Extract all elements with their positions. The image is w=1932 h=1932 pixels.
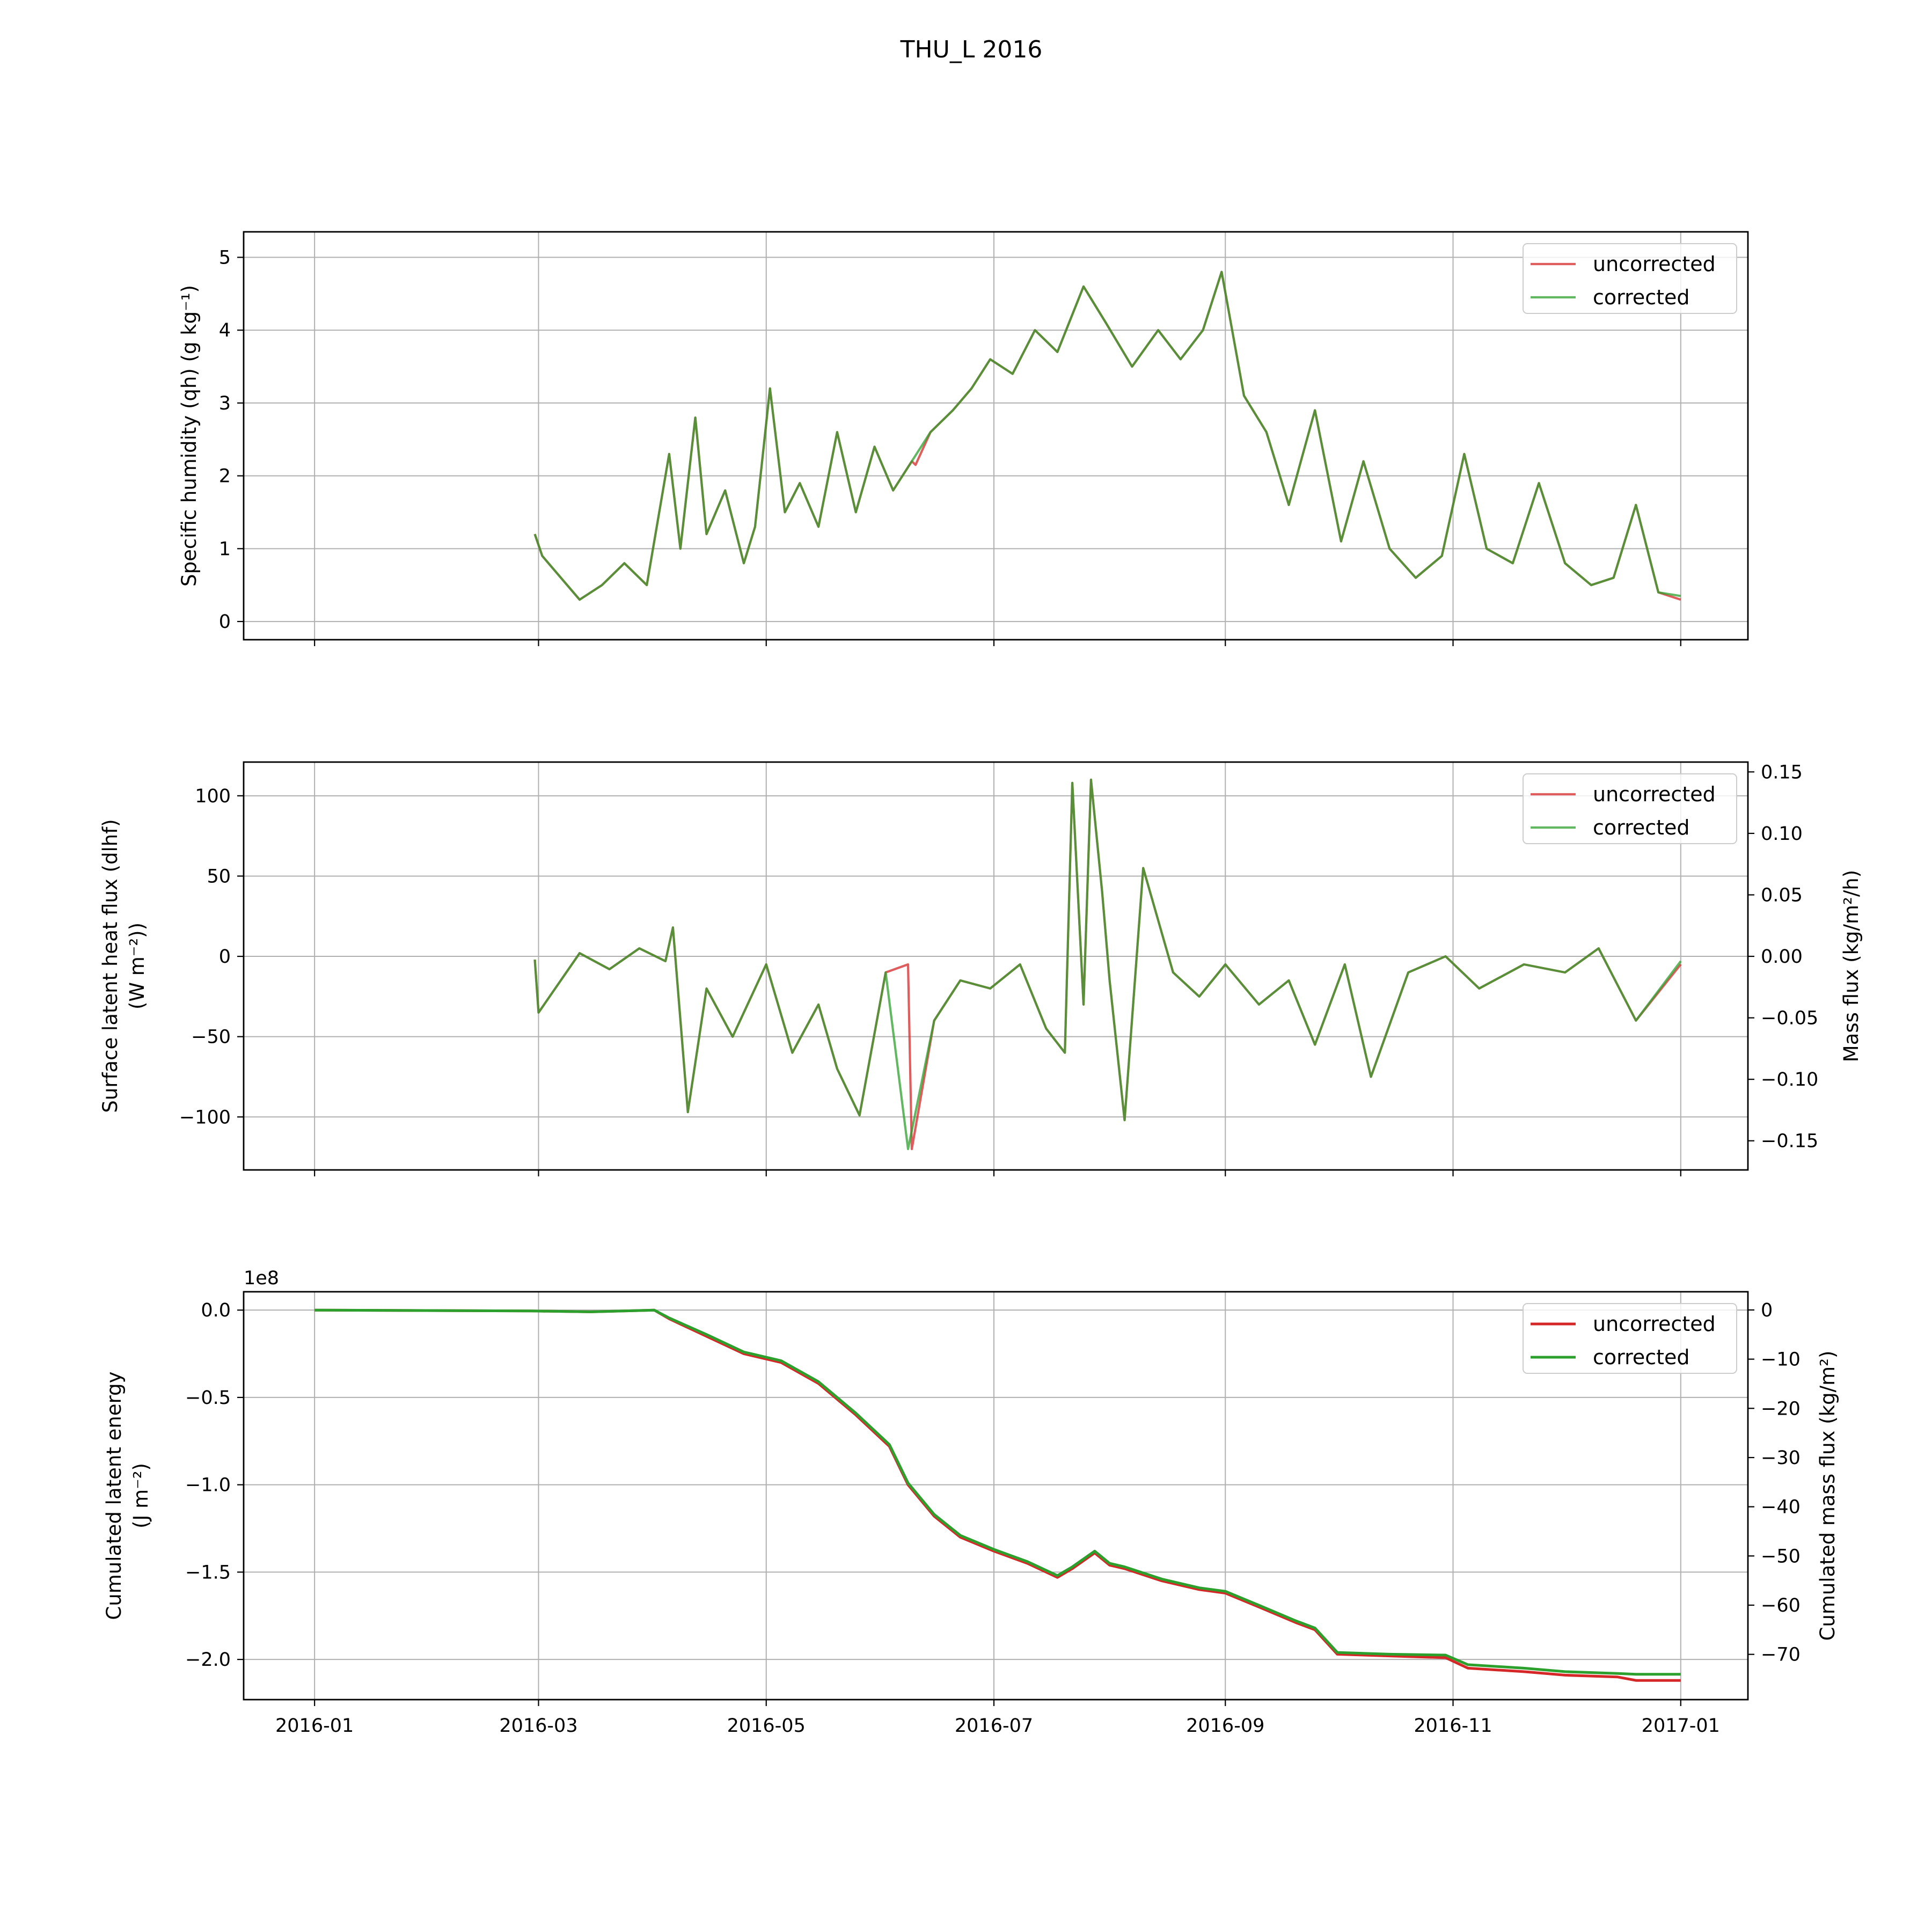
- legend-label: corrected: [1593, 816, 1690, 839]
- y-axis-label: Surface latent heat flux (dlhf): [99, 819, 122, 1113]
- y-tick-label: −50: [191, 1027, 231, 1048]
- y2-tick-label: 0.00: [1761, 946, 1803, 968]
- x-tick-label: 2016-05: [727, 1715, 806, 1737]
- plot-frame: [243, 1291, 1749, 1701]
- x-tick-label: 2016-07: [955, 1715, 1033, 1737]
- y2-tick-label: −30: [1761, 1447, 1801, 1469]
- y2-tick-label: −0.15: [1761, 1131, 1818, 1152]
- plots: 0 1 2 3 4 5 Specific humidity (qh) (g kg⁻¹) unc…: [99, 231, 1863, 1737]
- legend-label: uncorrected: [1593, 782, 1716, 806]
- y-tick-label: 4: [219, 320, 231, 341]
- y2-tick-label: 0.10: [1761, 823, 1803, 845]
- y-tick-label: 50: [207, 866, 231, 887]
- y-tick-label: 3: [219, 393, 231, 414]
- y-tick-label: 0.0: [201, 1300, 231, 1321]
- legend: uncorrected corrected: [1523, 243, 1737, 314]
- x-tick-label: 2016-09: [1186, 1715, 1264, 1737]
- legend-label: corrected: [1593, 1345, 1690, 1369]
- x-tick-label: 2016-11: [1414, 1715, 1492, 1737]
- y2-tick-label: 0.05: [1761, 884, 1803, 906]
- y-tick-label: −1.5: [185, 1562, 231, 1583]
- y2-tick-label: −60: [1761, 1595, 1801, 1616]
- legend-label: corrected: [1593, 286, 1690, 309]
- legend-label: uncorrected: [1593, 252, 1716, 276]
- y-tick-label: 0: [219, 611, 231, 633]
- y-axis-label: Cumulated latent energy: [103, 1371, 126, 1620]
- y-tick-label: −100: [179, 1107, 231, 1128]
- series-line-uncorrected: [314, 1308, 1681, 1682]
- y-tick-label: −2.0: [185, 1649, 231, 1671]
- y-tick-label: 2: [219, 466, 231, 487]
- x-tick-label: 2016-01: [275, 1715, 354, 1737]
- legend: uncorrected corrected: [1523, 1303, 1737, 1374]
- y-tick-label: 100: [195, 786, 231, 807]
- legend: uncorrected corrected: [1523, 773, 1737, 844]
- legend-box: [1523, 243, 1737, 314]
- y2-tick-label: −0.05: [1761, 1008, 1818, 1029]
- panel-1: 0 1 2 3 4 5 Specific humidity (qh) (g kg⁻¹) unc…: [178, 231, 1749, 646]
- y2-tick-label: −40: [1761, 1497, 1801, 1518]
- y2-axis-label: Cumulated mass flux (kg/m²): [1816, 1351, 1839, 1641]
- y-tick-label: −1.0: [185, 1475, 231, 1496]
- panel-3: 2016-01 2016-03 2016-05 2016-07 2016-09 2016-…: [103, 1268, 1839, 1737]
- series-line-corrected: [314, 1308, 1681, 1676]
- y-tick-label: −0.5: [185, 1387, 231, 1409]
- y-tick-label: 5: [219, 247, 231, 269]
- plot-frame: [243, 231, 1749, 641]
- series-line-corrected: [533, 778, 1682, 1151]
- y2-tick-label: 0: [1761, 1300, 1773, 1321]
- y2-tick-label: 0.15: [1761, 762, 1803, 783]
- legend-box: [1523, 773, 1737, 844]
- x-tick-label: 2017-01: [1642, 1715, 1720, 1737]
- legend-label: uncorrected: [1593, 1312, 1716, 1336]
- legend-box: [1523, 1303, 1737, 1374]
- y-tick-label: 0: [219, 946, 231, 968]
- x-tick-label: 2016-03: [499, 1715, 577, 1737]
- series-line-corrected: [533, 270, 1681, 601]
- offset-text: 1e8: [244, 1268, 279, 1289]
- y2-tick-label: −10: [1761, 1349, 1801, 1371]
- y2-tick-label: −50: [1761, 1546, 1801, 1567]
- y2-tick-label: −20: [1761, 1398, 1801, 1419]
- y2-tick-label: −70: [1761, 1644, 1801, 1666]
- y2-axis-label: Mass flux (kg/m²/h): [1840, 870, 1863, 1062]
- panel-2: −100 −50 0 50 100 −0.15 −0.10 −0.05 0.00 0.05 0.10…: [99, 761, 1863, 1176]
- y-axis-label-line2: (W m⁻²)): [126, 923, 149, 1009]
- y-axis-label-line2: (J m⁻²): [129, 1463, 152, 1528]
- plot-frame: [243, 761, 1749, 1171]
- y2-tick-label: −0.10: [1761, 1069, 1818, 1091]
- y-axis-label: Specific humidity (qh) (g kg⁻¹): [178, 285, 201, 587]
- y-tick-label: 1: [219, 538, 231, 560]
- figure-title: THU_L 2016: [900, 36, 1043, 63]
